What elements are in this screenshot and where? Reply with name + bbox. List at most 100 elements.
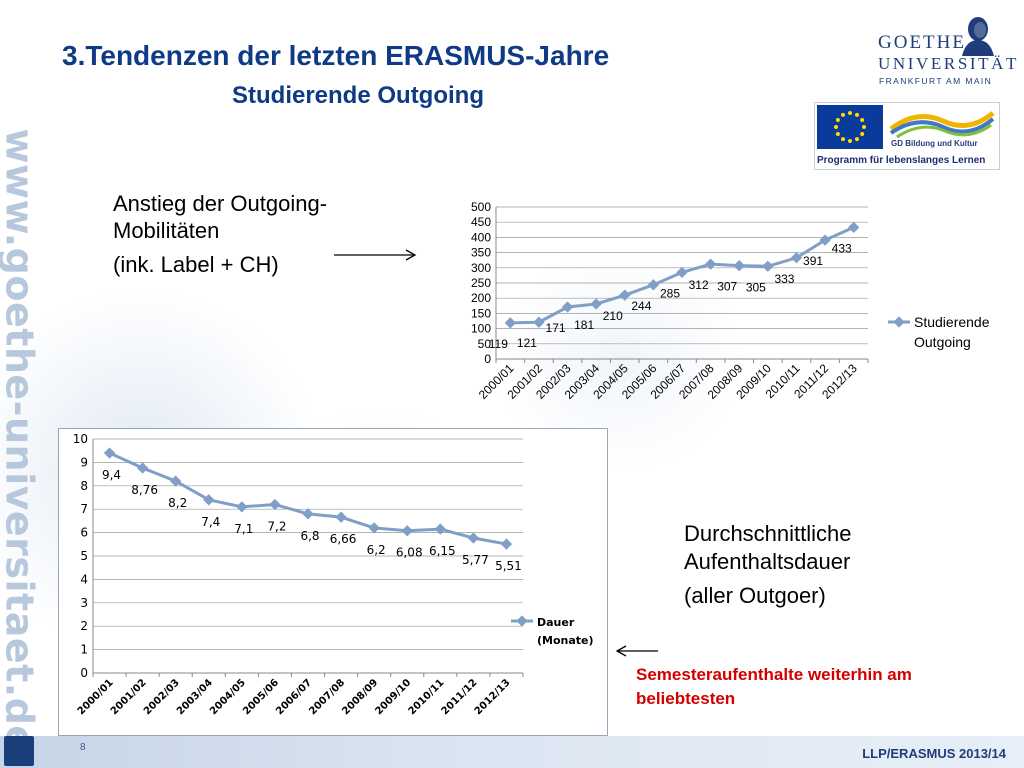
footer-text: LLP/ERASMUS 2013/14 — [862, 746, 1006, 761]
legend-label: Outgoing — [914, 334, 971, 350]
eu-star — [855, 112, 859, 117]
data-point — [676, 266, 688, 279]
data-point — [236, 501, 248, 513]
y-tick-label: 300 — [471, 261, 491, 275]
data-point — [136, 462, 149, 474]
outgoing-students-chart: 0501001502002503003504004505002000/01200… — [471, 200, 990, 402]
average-duration-chart: 0123456789102000/012001/022002/032003/04… — [73, 432, 594, 717]
eu-star — [835, 118, 840, 122]
data-label: 244 — [631, 299, 651, 313]
y-tick-label: 500 — [471, 200, 491, 214]
data-point — [561, 301, 574, 313]
data-point — [848, 221, 860, 234]
y-tick-label: 350 — [471, 246, 491, 260]
data-label: 5,77 — [462, 553, 489, 567]
eu-star — [834, 125, 838, 129]
data-label: 312 — [689, 278, 709, 292]
x-tick-label: 2012/13 — [473, 677, 513, 717]
data-label: 121 — [517, 336, 537, 350]
eu-star — [848, 139, 852, 143]
y-tick-label: 4 — [80, 572, 88, 586]
legend-label: Dauer — [537, 616, 575, 629]
data-point — [434, 523, 446, 535]
data-point — [762, 260, 774, 272]
eu-star — [848, 111, 852, 115]
data-label: 8,76 — [131, 483, 158, 497]
data-label: 6,15 — [429, 544, 456, 558]
slide-subtitle: Studierende Outgoing — [232, 82, 484, 109]
data-label: 5,51 — [495, 559, 522, 573]
eu-star — [855, 137, 859, 142]
data-label: 7,4 — [201, 515, 220, 529]
data-label: 391 — [803, 254, 823, 268]
legend-label: Studierende — [914, 314, 990, 330]
data-label: 181 — [574, 318, 594, 332]
y-tick-label: 400 — [471, 230, 491, 244]
duration-note-line1: Durchschnittliche — [684, 521, 852, 546]
outgoing-note-line3: (ink. Label + CH) — [113, 252, 279, 277]
side-url-watermark: www.goethe-universitaet.de — [0, 128, 42, 752]
logo-universitaet-text: UNIVERSITÄT — [878, 54, 1019, 73]
data-label: 307 — [717, 280, 737, 294]
logo-goethe-text: GOETHE — [878, 32, 966, 53]
duration-chart-frame: 0 1 2 3 4 5 6 7 8 9 10 2000/01 2001/02 2002/03 2003/04… — [58, 428, 608, 736]
data-point — [819, 234, 831, 246]
data-point — [533, 316, 545, 328]
y-tick-label: 3 — [80, 596, 88, 610]
duration-note-line3: (aller Outgoer) — [684, 583, 826, 608]
legend-label: (Monate) — [537, 634, 594, 647]
footer-logo-icon — [4, 736, 34, 766]
data-label: 7,1 — [234, 522, 253, 536]
semester-note-line1: Semesteraufenthalte weiterhin am — [636, 665, 912, 684]
data-label: 8,2 — [168, 496, 187, 510]
y-tick-label: 0 — [80, 666, 88, 680]
data-label: 119 — [489, 337, 508, 351]
llp-program-text: Programm für lebenslanges Lernen — [817, 155, 986, 166]
eu-star — [860, 132, 865, 136]
arrow-right-icon — [334, 249, 417, 261]
y-tick-label: 150 — [471, 306, 491, 320]
eu-star — [860, 118, 865, 122]
eu-flag-icon — [817, 105, 883, 149]
data-point — [401, 525, 413, 537]
y-tick-label: 9 — [80, 455, 88, 469]
outgoing-note-line2: Mobilitäten — [113, 218, 220, 243]
y-tick-label: 5 — [80, 549, 88, 563]
data-label: 9,4 — [102, 468, 121, 482]
eu-star — [835, 132, 840, 136]
y-tick-label: 8 — [80, 479, 88, 493]
outgoing-note-line1: Anstieg der Outgoing- — [113, 191, 328, 216]
data-label: 305 — [746, 280, 766, 294]
data-point — [103, 447, 116, 459]
data-point — [269, 498, 281, 511]
data-label: 210 — [603, 309, 623, 323]
data-label: 285 — [660, 286, 680, 300]
data-point — [504, 317, 516, 329]
eu-star — [862, 125, 866, 129]
y-tick-label: 200 — [471, 291, 491, 305]
data-label: 433 — [832, 241, 852, 255]
y-tick-label: 250 — [471, 276, 491, 290]
eu-star — [841, 137, 845, 142]
data-label: 171 — [546, 321, 566, 335]
data-label: 6,66 — [330, 532, 357, 546]
y-tick-label: 50 — [478, 337, 492, 351]
data-point — [335, 511, 347, 523]
legend-marker — [893, 316, 905, 328]
data-point — [590, 298, 602, 310]
data-point — [500, 538, 513, 550]
y-tick-label: 6 — [80, 526, 88, 540]
y-tick-label: 100 — [471, 322, 491, 336]
data-label: 6,8 — [300, 529, 319, 543]
data-label: 7,2 — [267, 520, 286, 534]
eu-star — [841, 112, 845, 117]
y-tick-label: 10 — [73, 432, 88, 446]
data-point — [302, 508, 314, 520]
data-label: 6,2 — [367, 543, 386, 557]
arrow-left-icon — [615, 645, 658, 657]
page-number: 8 — [80, 742, 86, 753]
data-label: 6,08 — [396, 546, 423, 560]
y-tick-label: 7 — [80, 502, 88, 516]
legend-marker — [516, 615, 528, 627]
llp-wave-icon — [889, 111, 995, 139]
